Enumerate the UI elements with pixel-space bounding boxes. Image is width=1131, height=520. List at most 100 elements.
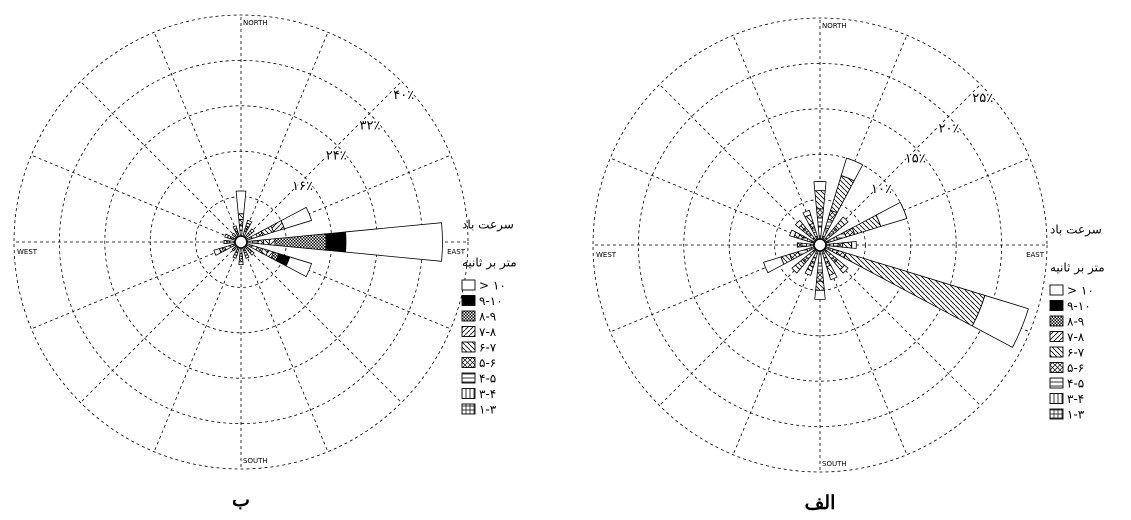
legend-label: > ۱۰ [479,279,506,293]
wind-segment [814,289,826,300]
legend-unit: متر بر ثانیه [1050,261,1105,276]
legend-label: ۳-۴ [479,387,496,401]
legend-label: ۵-۶ [479,356,496,370]
wind-segment [839,216,849,226]
legend-label: ۹-۱۰ [479,294,503,308]
spoke [819,244,908,455]
wind-segment [239,252,243,257]
spoke [240,241,329,452]
legend-title: سرعت باد [462,218,514,233]
wind-segment [238,261,244,266]
wind-segment [274,233,327,251]
wind-segment [232,253,238,259]
chart-caption: الف [805,492,836,514]
wind-segment [828,243,835,247]
legend-swatch [461,279,476,291]
wind-rose: ۱۶٪ ۲۴٪ ۳۲٪ ۴۰٪ NORTH EAST SOUTH WEST [13,14,469,470]
spoke [659,244,821,406]
wind-segment [763,256,785,274]
ring [683,108,957,382]
ring-label: ۴۰٪ [393,88,414,103]
spoke [240,32,329,243]
wind-segment [232,225,238,231]
wind-segment [231,232,237,238]
ring [728,153,912,337]
calm-circle [234,235,248,249]
wind-segment [817,253,823,264]
ring [774,199,866,291]
direction-label: EAST [447,248,466,256]
legend-label: ۶-۷ [1067,346,1085,360]
spoke [240,81,402,243]
legend-swatch [461,341,476,353]
spoke [732,244,821,455]
wind-segment [249,250,255,256]
wind-segment [805,243,812,247]
wind-segment [280,206,313,230]
wind-segment [263,238,270,246]
wind-segment [213,248,222,256]
legend-swatch [1049,362,1064,373]
legend-swatch [1049,393,1064,404]
legend-swatch [461,403,476,415]
legend-swatch [1049,331,1064,342]
direction-label: SOUTH [822,460,847,468]
wind-segment [244,253,250,259]
legend-swatch [461,357,476,368]
ring-label: ۳۲٪ [360,118,381,133]
wind-segment [815,280,825,291]
direction-label: NORTH [243,19,268,27]
chart-caption: ب [232,489,250,511]
legend-swatch [461,388,476,399]
spoke [153,241,242,452]
wind-segment [257,239,265,245]
wind-segment [843,252,986,327]
wind-segment [246,219,253,226]
ring-label: ۲۰٪ [939,121,960,136]
wind-segment [226,240,231,244]
wind-segment [816,217,824,228]
wind-segment [814,190,826,210]
wind-segment [851,214,882,235]
wind-segment [828,272,838,281]
legend-label: ۱-۳ [1067,408,1085,422]
wind-segment [345,222,443,262]
legend-title: سرعت باد [1050,223,1102,238]
ring [592,17,1048,473]
spoke [240,241,402,403]
legend-label: > ۱۰ [1067,284,1094,298]
wind-segment [238,218,244,226]
spoke [31,241,242,330]
wind-segment [285,256,313,278]
ring-label: ۱۰٪ [871,182,892,197]
legend-swatch [1049,315,1064,327]
wind-segment [971,294,1029,348]
spoke [80,81,242,243]
legend-label: ۴-۵ [1067,377,1084,391]
legend-label: ۵-۶ [1067,361,1084,375]
wind-segment [325,231,347,253]
legend-swatch [1049,377,1064,389]
legend-swatch [461,326,476,337]
legend-swatch [1049,346,1064,358]
wind-rose: ۱۰٪ ۱۵٪ ۲۰٪ ۲۵٪ NORTH EAST SOUTH WEST [592,17,1048,473]
ring-label: ۲۵٪ [972,91,993,106]
wind-segment [791,264,801,274]
ring [638,62,1003,428]
direction-label: NORTH [822,22,847,30]
legend-label: ۳-۴ [1067,392,1084,406]
spoke [819,244,981,406]
wind-segment [268,238,276,246]
wind-segment [804,268,813,276]
wind-segment [840,157,864,182]
legend-label: ۹-۱۰ [1067,299,1091,313]
ring-label: ۱۵٪ [905,152,926,167]
wind-segment [813,181,827,192]
ring [13,14,469,470]
wind-segment [816,208,824,219]
wind-segment [801,242,807,248]
direction-label: EAST [1026,251,1045,259]
legend-label: ۸-۹ [479,310,496,324]
wind-segment [251,239,259,245]
